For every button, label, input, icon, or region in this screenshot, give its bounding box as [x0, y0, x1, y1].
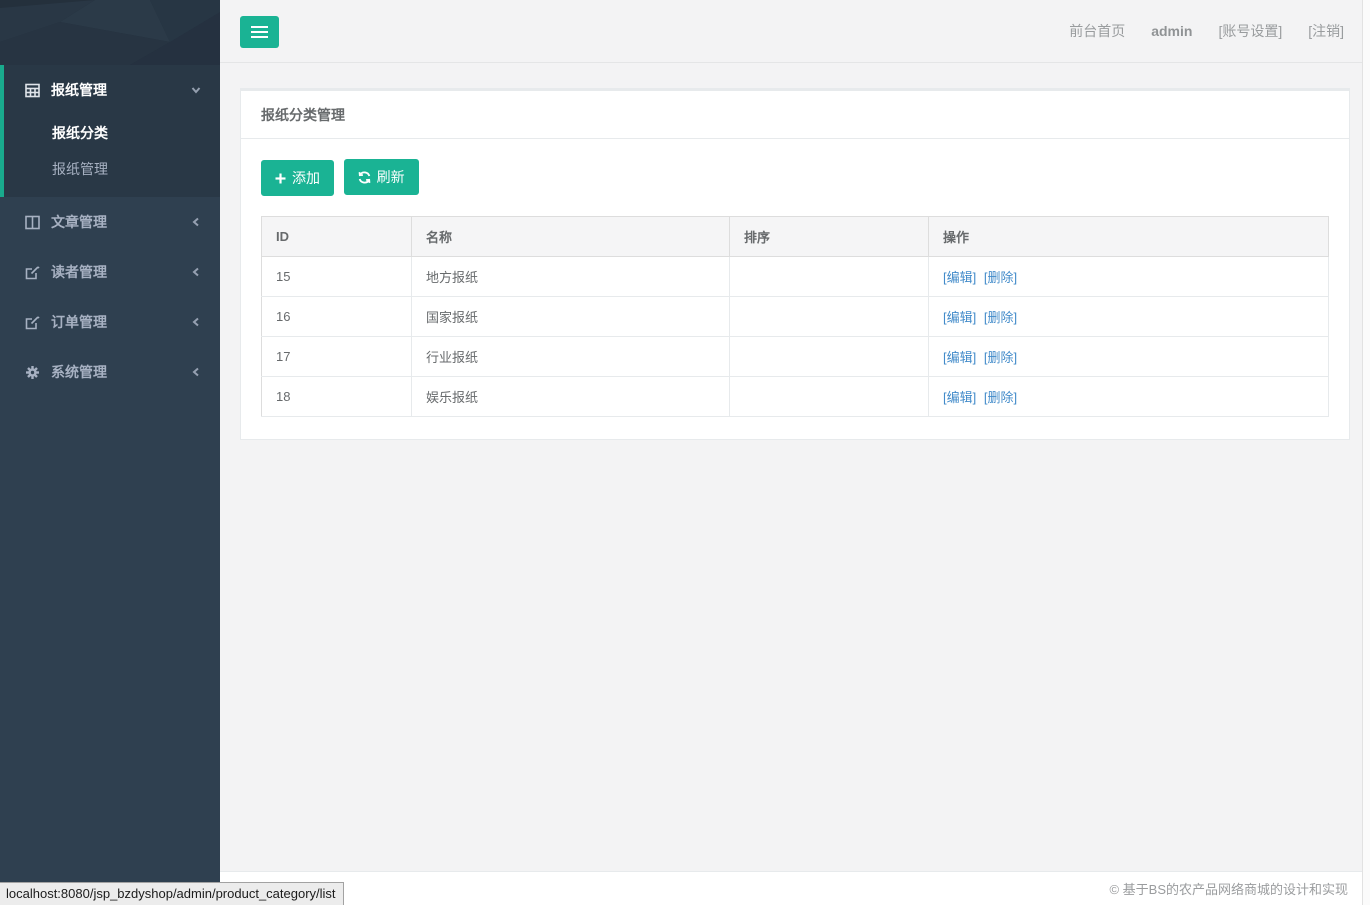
sidebar-item-newspaper-management: 报纸管理 报纸分类 报纸管理 — [0, 65, 220, 197]
page-title: 报纸分类管理 — [261, 107, 345, 123]
panel-content: 添加 刷新 — [241, 139, 1349, 439]
cell-id: 16 — [261, 296, 412, 337]
column-header-id: ID — [261, 216, 412, 257]
category-table: ID 名称 排序 操作 15 地方报纸 [编辑] — [261, 216, 1329, 417]
cell-name: 国家报纸 — [411, 296, 730, 337]
table-row: 17 行业报纸 [编辑] [删除] — [261, 336, 1329, 377]
nav-username[interactable]: admin — [1151, 23, 1193, 39]
edit-icon — [25, 265, 40, 280]
table-icon — [25, 83, 40, 98]
delete-link[interactable]: [删除] — [983, 270, 1018, 285]
add-button[interactable]: 添加 — [261, 160, 334, 196]
topbar: 前台首页 admin [账号设置] [注销] — [220, 0, 1370, 63]
cell-actions: [编辑] [删除] — [928, 336, 1329, 377]
sidebar-link-order-management[interactable]: 订单管理 — [0, 297, 220, 347]
vertical-scrollbar[interactable] — [1362, 0, 1370, 905]
cell-actions: [编辑] [删除] — [928, 376, 1329, 417]
sidebar-item-order-management: 订单管理 — [0, 297, 220, 347]
chevron-down-icon — [191, 87, 201, 94]
footer: © 基于BS的农产品网络商城的设计和实现 — [220, 871, 1370, 905]
plus-icon — [275, 173, 286, 183]
table-row: 16 国家报纸 [编辑] [删除] — [261, 296, 1329, 337]
column-header-sort: 排序 — [729, 216, 929, 257]
cell-actions: [编辑] [删除] — [928, 296, 1329, 337]
sidebar-item-reader-management: 读者管理 — [0, 247, 220, 297]
nav-front-home-link[interactable]: 前台首页 — [1069, 23, 1126, 39]
sidebar-item-label: 报纸管理 — [51, 82, 107, 98]
refresh-button-label: 刷新 — [376, 169, 405, 185]
sidebar-item-system-management: 系统管理 — [0, 347, 220, 397]
chevron-left-icon — [192, 267, 199, 277]
cell-id: 17 — [261, 336, 412, 377]
cell-name: 行业报纸 — [411, 336, 730, 377]
add-button-label: 添加 — [292, 170, 320, 186]
sidebar-item-label: 文章管理 — [51, 214, 107, 230]
gear-icon — [25, 365, 40, 380]
nav-account-settings-link[interactable]: [账号设置] — [1218, 23, 1283, 39]
sidebar-submenu: 报纸分类 报纸管理 — [4, 115, 220, 197]
cell-sort — [729, 376, 929, 417]
table-row: 15 地方报纸 [编辑] [删除] — [261, 256, 1329, 297]
submenu-item-newspaper-manage: 报纸管理 — [4, 151, 220, 187]
submenu-link-newspaper-category[interactable]: 报纸分类 — [52, 125, 108, 141]
delete-link[interactable]: [删除] — [983, 390, 1018, 405]
submenu-item-newspaper-category: 报纸分类 — [4, 115, 220, 151]
sidebar: 报纸管理 报纸分类 报纸管理 — [0, 0, 220, 905]
chevron-left-icon — [192, 317, 199, 327]
sidebar-item-article-management: 文章管理 — [0, 197, 220, 247]
sidebar-item-label: 读者管理 — [51, 264, 107, 280]
toolbar: 添加 刷新 — [261, 159, 1329, 196]
panel-title-bar: 报纸分类管理 — [241, 91, 1349, 139]
column-header-name: 名称 — [411, 216, 730, 257]
content-area: 报纸分类管理 添加 — [220, 63, 1370, 465]
table-header-row: ID 名称 排序 操作 — [261, 216, 1329, 257]
cell-sort — [729, 256, 929, 297]
delete-link[interactable]: [删除] — [983, 350, 1018, 365]
cell-name: 娱乐报纸 — [411, 376, 730, 417]
edit-link[interactable]: [编辑] — [943, 390, 977, 405]
sidebar-item-label: 系统管理 — [51, 364, 107, 380]
sidebar-link-system-management[interactable]: 系统管理 — [0, 347, 220, 397]
columns-icon — [25, 215, 40, 230]
table-row: 18 娱乐报纸 [编辑] [删除] — [261, 376, 1329, 417]
topbar-nav: 前台首页 admin [账号设置] [注销] — [1069, 21, 1344, 41]
sidebar-link-newspaper-management[interactable]: 报纸管理 — [4, 65, 220, 115]
edit-icon — [25, 315, 40, 330]
logo-area — [0, 0, 220, 65]
hamburger-icon — [251, 26, 268, 28]
edit-link[interactable]: [编辑] — [943, 270, 977, 285]
sidebar-item-label: 订单管理 — [51, 314, 107, 330]
cell-id: 18 — [261, 376, 412, 417]
chevron-left-icon — [192, 217, 199, 227]
edit-link[interactable]: [编辑] — [943, 310, 977, 325]
column-header-actions: 操作 — [928, 216, 1329, 257]
nav-logout-link[interactable]: [注销] — [1308, 23, 1344, 39]
cell-id: 15 — [261, 256, 412, 297]
delete-link[interactable]: [删除] — [983, 310, 1018, 325]
refresh-icon — [358, 170, 370, 184]
copyright-text: © 基于BS的农产品网络商城的设计和实现 — [1109, 882, 1348, 897]
cell-name: 地方报纸 — [411, 256, 730, 297]
cell-sort — [729, 336, 929, 377]
sidebar-link-reader-management[interactable]: 读者管理 — [0, 247, 220, 297]
submenu-link-newspaper-manage[interactable]: 报纸管理 — [52, 161, 108, 177]
main-area: 前台首页 admin [账号设置] [注销] 报纸分类管理 添加 — [220, 0, 1370, 905]
cell-sort — [729, 296, 929, 337]
refresh-button[interactable]: 刷新 — [343, 159, 419, 195]
menu-toggle-button[interactable] — [240, 16, 279, 48]
sidebar-nav: 报纸管理 报纸分类 报纸管理 — [0, 65, 220, 397]
sidebar-link-article-management[interactable]: 文章管理 — [0, 197, 220, 247]
chevron-left-icon — [192, 367, 199, 377]
newspaper-category-panel: 报纸分类管理 添加 — [240, 88, 1350, 440]
link-status-tooltip: localhost:8080/jsp_bzdyshop/admin/produc… — [0, 882, 344, 905]
cell-actions: [编辑] [删除] — [928, 256, 1329, 297]
edit-link[interactable]: [编辑] — [943, 350, 977, 365]
